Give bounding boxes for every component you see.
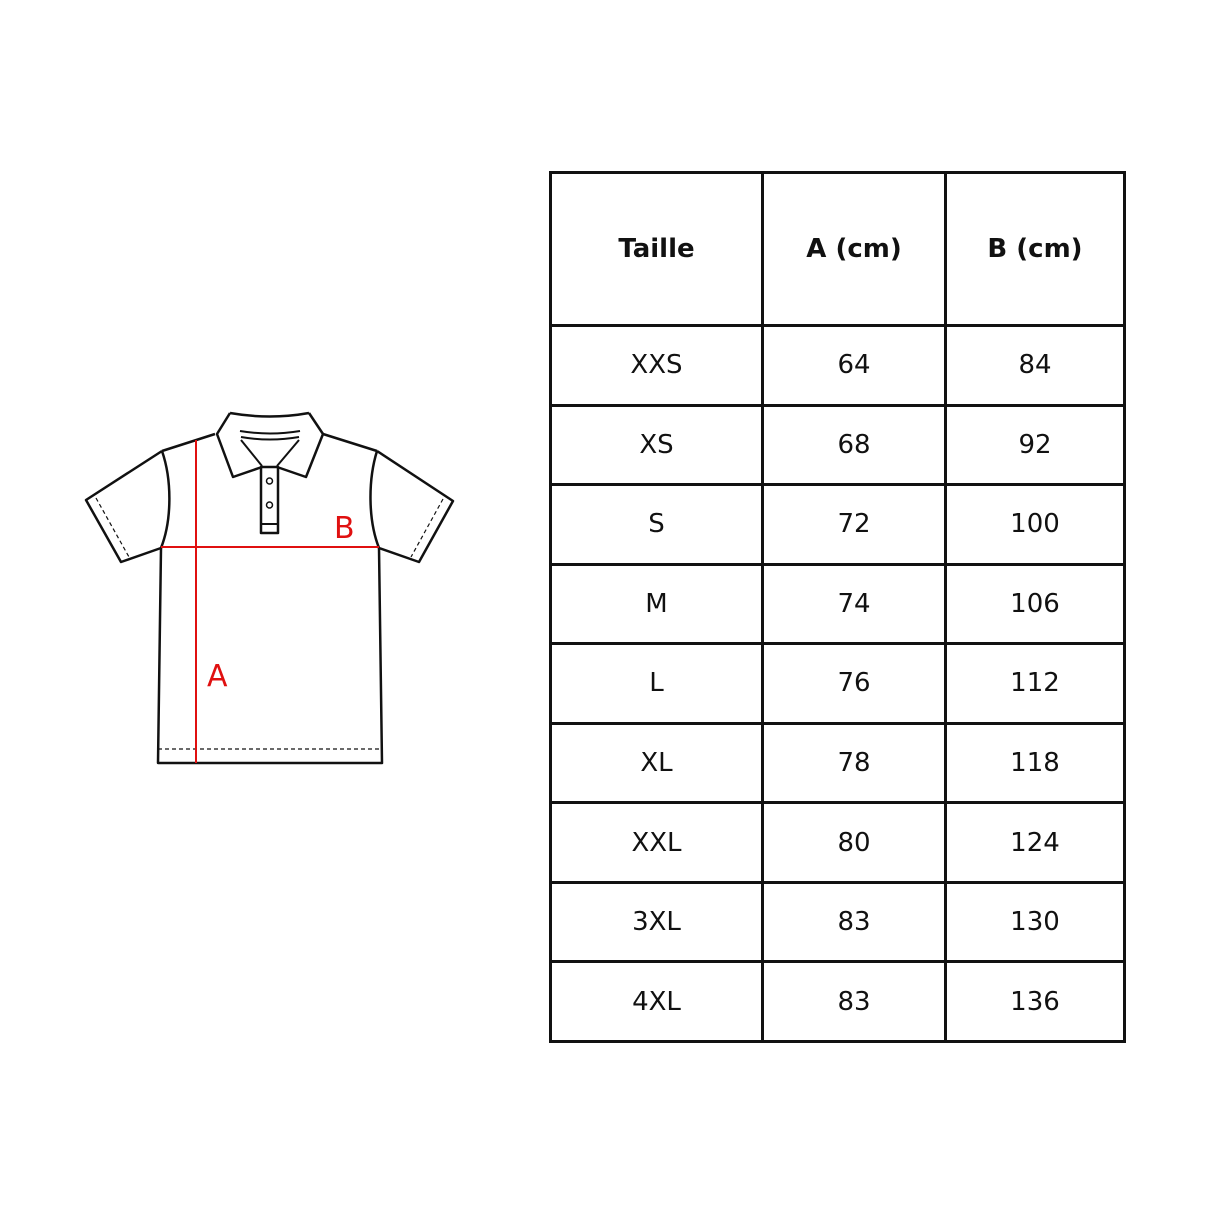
header-b: B (cm) (944, 171, 1126, 327)
table-header-row: Taille A (cm) B (cm) (549, 171, 1126, 327)
cell-a: 83 (761, 960, 947, 1043)
cell-b: 84 (944, 324, 1126, 407)
cell-b: 124 (944, 801, 1126, 884)
table-row: XXS 64 84 (549, 324, 1126, 407)
cell-size: S (549, 483, 764, 566)
cell-a: 80 (761, 801, 947, 884)
cell-size: 3XL (549, 880, 764, 964)
cell-size: M (549, 562, 764, 646)
table-row: XL 78 118 (549, 721, 1126, 805)
size-chart-table: Taille A (cm) B (cm) XXS 64 84 XS 68 92 S 72 100… (549, 171, 1126, 1043)
header-a: A (cm) (761, 171, 947, 327)
cell-a: 74 (761, 562, 947, 646)
shoulders (161, 432, 378, 453)
table-row: 4XL 83 136 (549, 960, 1126, 1043)
cell-b: 92 (944, 403, 1126, 487)
shirt-body-outline (156, 547, 384, 765)
cell-a: 78 (761, 721, 947, 805)
table-row: 3XL 83 130 (549, 880, 1126, 964)
cell-size: L (549, 642, 764, 725)
table-row: XXL 80 124 (549, 801, 1126, 884)
table-row: M 74 106 (549, 562, 1126, 646)
left-sleeve (84, 449, 171, 564)
right-sleeve (369, 449, 455, 564)
cell-size: 4XL (549, 960, 764, 1043)
cell-b: 118 (944, 721, 1126, 805)
neckline (239, 430, 301, 467)
cell-size: XXS (549, 324, 764, 407)
cell-a: 68 (761, 403, 947, 487)
stitching (95, 497, 444, 750)
cell-a: 64 (761, 324, 947, 407)
cell-size: XL (549, 721, 764, 805)
collar-left (215, 412, 263, 479)
cell-size: XXL (549, 801, 764, 884)
button-icon (265, 501, 274, 509)
cell-size: XS (549, 403, 764, 487)
cell-b: 136 (944, 960, 1126, 1043)
placket (259, 465, 280, 535)
table-row: S 72 100 (549, 483, 1126, 566)
cell-b: 130 (944, 880, 1126, 964)
cell-a: 72 (761, 483, 947, 566)
header-size: Taille (549, 171, 764, 327)
cell-b: 106 (944, 562, 1126, 646)
label-a: A (207, 659, 228, 694)
cell-b: 112 (944, 642, 1126, 725)
table-row: L 76 112 (549, 642, 1126, 725)
collar-top (229, 411, 310, 418)
table-row: XS 68 92 (549, 403, 1126, 487)
cell-a: 76 (761, 642, 947, 725)
cell-a: 83 (761, 880, 947, 964)
cell-b: 100 (944, 483, 1126, 566)
label-b: B (334, 511, 355, 546)
button-icon (265, 477, 274, 485)
collar-right (276, 412, 325, 479)
